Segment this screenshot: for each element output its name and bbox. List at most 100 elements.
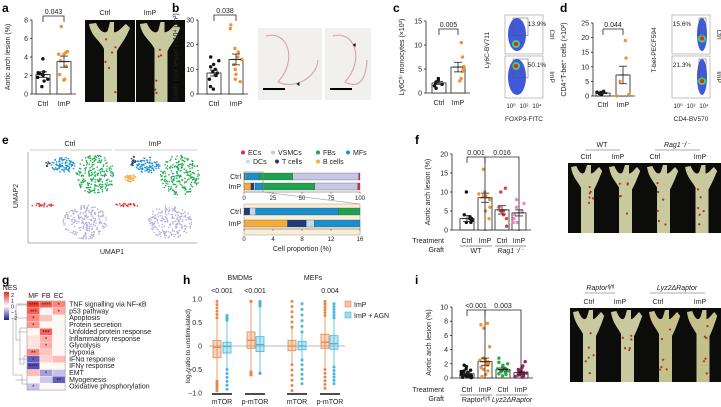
outlier — [323, 302, 327, 306]
outlier — [225, 313, 229, 317]
umap-cell — [164, 172, 167, 175]
umap-cell — [180, 154, 182, 157]
box — [212, 339, 222, 359]
umap-cell — [190, 223, 193, 226]
lesion-spot — [626, 183, 629, 186]
umap-cell — [178, 180, 181, 182]
umap-cell — [163, 170, 166, 173]
umap-cell — [77, 215, 80, 218]
umap-cell — [155, 217, 158, 220]
row-label: ImP — [229, 221, 242, 228]
umap-cell — [67, 157, 70, 160]
umap-cell — [102, 213, 104, 216]
umap-cell — [56, 168, 59, 170]
umap-cell — [78, 227, 81, 229]
umap-cell — [130, 175, 132, 177]
umap-cell — [112, 173, 115, 176]
umap-cell — [51, 161, 54, 164]
legend-marker — [271, 150, 275, 155]
umap-cell — [94, 211, 96, 214]
umap-cell — [189, 163, 191, 166]
y-tick-label: 5 — [418, 67, 422, 74]
umap-cell — [174, 206, 176, 209]
umap-cell — [183, 215, 186, 218]
umap-cell — [99, 177, 101, 180]
umap-cell — [93, 221, 95, 224]
umap-cell — [108, 180, 111, 182]
umap-cell — [183, 182, 186, 184]
outlier — [323, 311, 327, 315]
outlier — [323, 368, 327, 371]
photo-group-label: Lyz2ΔRaptor — [657, 285, 698, 292]
significance-bracket — [466, 156, 486, 231]
outlier — [225, 387, 229, 391]
lesion-spot — [662, 198, 665, 201]
umap-cell — [101, 225, 103, 227]
data-point — [40, 84, 44, 89]
aorta — [573, 310, 605, 382]
y-tick-label: 2 — [24, 73, 28, 80]
photo-label: Ctrl — [653, 299, 664, 306]
umap-cell — [172, 183, 175, 186]
umap-cell — [184, 216, 187, 218]
data-point — [488, 205, 492, 209]
umap-cell — [183, 230, 185, 233]
significance-stars: * — [32, 317, 35, 323]
umap-cell — [163, 225, 166, 228]
data-point — [207, 77, 212, 81]
umap-cell — [81, 219, 83, 222]
data-point — [514, 205, 519, 209]
data-point — [486, 369, 490, 373]
heatmap-cell — [52, 314, 66, 322]
outlier — [215, 299, 219, 303]
umap-cell — [181, 164, 183, 167]
umap-cell — [60, 158, 63, 160]
umap-cell — [98, 161, 101, 163]
umap-cell — [72, 167, 75, 170]
umap-cell — [154, 165, 156, 168]
y-axis-label: Aortic arch lesion (%) — [426, 309, 433, 376]
umap-cell — [156, 234, 158, 237]
lesion-spot — [589, 332, 592, 335]
umap-cell — [85, 213, 87, 215]
umap-cell — [179, 212, 181, 214]
umap-cell — [102, 227, 105, 229]
flow-x-tick: 10⁰ — [673, 103, 683, 110]
color-scale — [4, 292, 9, 320]
outlier — [249, 373, 253, 377]
significance-stars: **** — [29, 365, 39, 371]
umap-cell — [89, 159, 92, 162]
heatmap-row-label: Unfolded protein response — [69, 329, 151, 336]
umap-cell — [174, 214, 177, 216]
umap-cell — [167, 185, 170, 188]
y-tick-label: 5 — [585, 79, 589, 86]
umap-cell — [146, 167, 148, 169]
umap-cell — [86, 207, 88, 210]
umap-cell — [158, 208, 161, 211]
umap-cell — [174, 183, 177, 186]
significance-bracket — [466, 309, 486, 378]
umap-cell — [120, 205, 122, 207]
box — [329, 335, 339, 350]
umap-cell — [176, 185, 178, 187]
outlier — [215, 316, 219, 320]
umap-cell — [179, 218, 182, 221]
umap-cell — [92, 157, 95, 160]
umap-group-label: Ctrl — [65, 141, 76, 148]
umap-cell — [155, 161, 157, 164]
umap-cell — [88, 155, 91, 157]
data-point — [460, 55, 465, 59]
umap-cell — [79, 211, 82, 214]
outlier — [300, 319, 304, 323]
outlier — [332, 368, 336, 372]
umap-cell — [106, 162, 108, 164]
umap-cell — [166, 165, 169, 167]
bar-segment — [243, 207, 250, 216]
umap-cell — [80, 206, 82, 208]
umap-cell — [166, 168, 169, 170]
umap-cell — [164, 163, 166, 166]
data-point — [479, 323, 483, 327]
umap-cell — [188, 222, 191, 225]
umap-cell — [75, 172, 78, 174]
umap-cell — [88, 172, 90, 175]
